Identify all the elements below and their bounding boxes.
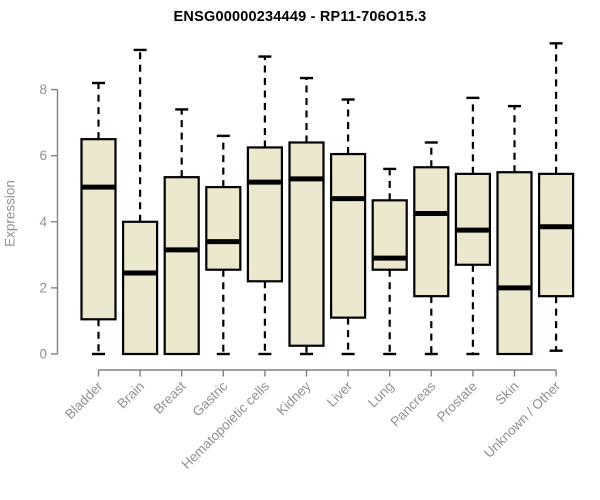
y-tick-label: 6 [39,148,47,163]
x-category-label-bladder: Bladder [62,378,106,422]
y-tick-label: 2 [39,280,47,295]
y-tick-label: 4 [39,214,47,229]
box-pancreas [413,166,450,298]
y-tick-label: 8 [39,82,47,97]
x-category-label-pancreas: Pancreas [387,378,438,429]
box-liver [330,152,367,319]
x-category-label-prostate: Prostate [434,379,480,425]
box-bladder [80,138,117,321]
x-category-label-kidney: Kidney [274,378,314,418]
box-hematopoietic-cells [246,146,283,283]
box-prostate [454,172,491,266]
box-brain [121,220,159,356]
x-category-label-gastric: Gastric [190,378,231,419]
chart-title: ENSG00000234449 - RP11-706O15.3 [173,9,427,25]
x-category-label-lung: Lung [365,379,397,411]
x-category-label-brain: Brain [114,379,147,412]
box-kidney [288,141,325,347]
x-category-label-breast: Breast [151,378,189,416]
y-tick-label: 0 [39,347,47,362]
x-category-label-liver: Liver [324,378,356,410]
box-gastric [205,185,242,271]
box-unknown-other [537,172,575,298]
box-breast [163,176,200,356]
x-category-label-skin: Skin [492,379,521,408]
box-skin [496,171,533,356]
x-category-label-unknown-other: Unknown / Other [481,378,564,461]
